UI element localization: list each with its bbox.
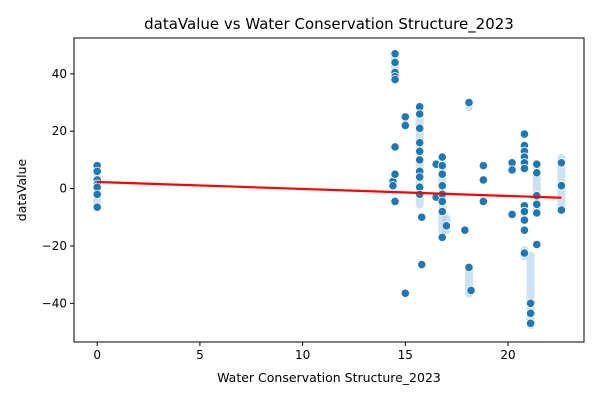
x-axis-ticks: 0 5 10 15 20	[93, 342, 516, 362]
x-tick-label: 15	[398, 348, 413, 362]
data-point	[464, 262, 474, 273]
data-point	[507, 165, 517, 175]
data-point	[464, 97, 474, 108]
data-point	[415, 146, 425, 156]
y-tick-label: 20	[52, 124, 67, 138]
data-point	[507, 209, 517, 219]
data-point	[519, 248, 530, 258]
data-point	[437, 169, 447, 179]
data-point	[525, 298, 536, 308]
x-axis-label: Water Conservation Structure_2023	[217, 370, 441, 385]
data-point	[519, 225, 530, 235]
x-tick-label: 5	[196, 348, 204, 362]
data-point	[390, 74, 400, 85]
x-tick-label: 10	[295, 348, 310, 362]
chart-title: dataValue vs Water Conservation Structur…	[144, 15, 514, 34]
data-point	[556, 158, 567, 168]
data-point	[525, 318, 536, 328]
data-point	[532, 239, 542, 250]
data-point	[556, 205, 567, 215]
data-point	[519, 215, 530, 225]
trend-line-group	[97, 180, 562, 199]
data-point	[532, 199, 542, 209]
data-point	[441, 221, 451, 231]
trend-line	[97, 180, 562, 199]
axes-frame	[73, 37, 585, 343]
data-point	[519, 129, 530, 139]
data-point	[556, 181, 567, 191]
data-point	[415, 155, 425, 165]
data-point	[417, 259, 427, 270]
data-point	[92, 202, 102, 212]
data-point	[519, 206, 530, 217]
density-bands	[93, 53, 566, 330]
data-point	[437, 161, 447, 171]
y-axis-ticks: −40 −20 0 20 40	[42, 67, 74, 310]
data-point	[415, 189, 425, 199]
y-tick-label: 40	[52, 67, 67, 81]
x-tick-label: 0	[93, 348, 101, 362]
data-point	[415, 109, 425, 119]
y-axis-label: dataValue	[14, 158, 29, 221]
data-point	[400, 120, 410, 131]
data-point	[437, 196, 447, 207]
data-point	[532, 208, 542, 218]
y-tick-label: 0	[59, 182, 67, 196]
data-point	[478, 175, 488, 185]
x-tick-label: 20	[500, 348, 515, 362]
data-point	[532, 168, 542, 178]
data-point	[417, 212, 427, 222]
scatter-points	[92, 49, 567, 328]
data-point	[415, 172, 425, 182]
data-point	[466, 285, 476, 295]
data-point	[415, 123, 425, 133]
data-point	[437, 181, 447, 191]
data-point	[390, 49, 400, 59]
data-point	[519, 163, 530, 174]
data-point	[478, 161, 488, 171]
data-point	[400, 112, 410, 122]
data-point	[437, 152, 447, 162]
y-tick-label: −20	[42, 239, 67, 253]
data-point	[388, 181, 398, 191]
data-point	[460, 225, 470, 235]
data-point	[478, 196, 488, 207]
data-point	[390, 142, 400, 152]
data-point	[92, 189, 102, 199]
y-tick-label: −40	[42, 296, 67, 310]
data-point	[415, 138, 425, 148]
data-point	[92, 166, 102, 176]
data-point	[400, 288, 410, 298]
data-point	[390, 196, 400, 207]
data-point	[437, 232, 447, 242]
data-point	[532, 159, 542, 169]
data-point	[390, 169, 400, 179]
data-point	[390, 57, 400, 67]
data-point	[437, 206, 447, 217]
data-point	[525, 308, 536, 318]
